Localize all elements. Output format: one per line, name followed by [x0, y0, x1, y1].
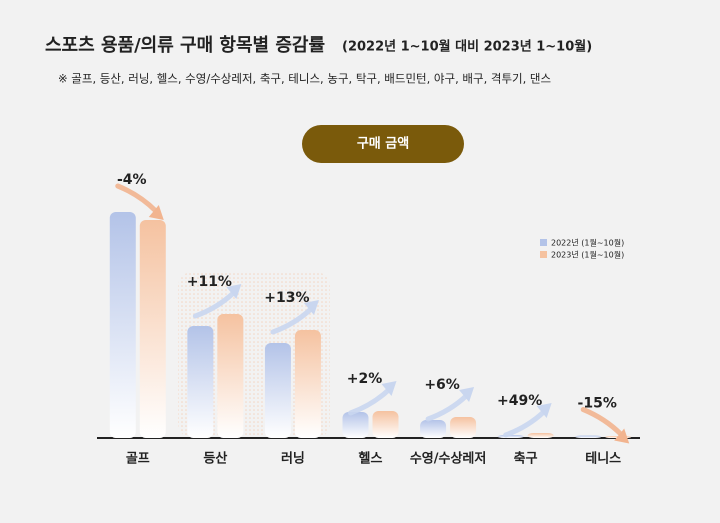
- change-arrow: [580, 407, 624, 437]
- bar: [187, 326, 214, 438]
- x-tick-label: 축구: [514, 451, 538, 467]
- button-bg: [302, 125, 464, 163]
- x-tick-label: 헬스: [359, 451, 383, 467]
- chart-title: 스포츠 용품/의류 구매 항목별 증감률: [45, 35, 325, 56]
- change-label: +2%: [347, 371, 383, 387]
- bar: [217, 314, 244, 438]
- change-label: +11%: [187, 274, 232, 290]
- change-label: +13%: [264, 290, 309, 306]
- legend-label: 2023년 (1월~10월): [551, 250, 624, 260]
- bar: [109, 212, 136, 438]
- x-tick-label: 등산: [203, 451, 227, 467]
- highlight-box: [178, 272, 330, 438]
- bar: [527, 433, 554, 438]
- change-arrow: [503, 409, 547, 438]
- change-arrow: [425, 393, 469, 422]
- arrow-head: [614, 428, 630, 444]
- x-tick-label: 러닝: [281, 451, 305, 467]
- change-label: +49%: [497, 393, 542, 409]
- note: ※ 골프, 등산, 러닝, 헬스, 수영/수상레저, 축구, 테니스, 농구, …: [58, 72, 551, 86]
- button-label: 구매 금액: [357, 137, 409, 152]
- change-label: -4%: [117, 172, 147, 188]
- change-arrow: [192, 290, 236, 319]
- bar: [450, 417, 477, 438]
- change-label: -15%: [578, 396, 617, 412]
- arrow-head: [303, 300, 319, 315]
- arrow-head: [148, 205, 164, 220]
- x-tick-label: 테니스: [585, 452, 621, 467]
- arrow-head: [459, 387, 475, 402]
- chart-subtitle: (2022년 1~10월 대비 2023년 1~10월): [342, 39, 592, 55]
- change-label: +6%: [424, 377, 460, 393]
- legend-swatch: [540, 251, 547, 258]
- arrow-head: [536, 403, 552, 418]
- bar: [294, 330, 321, 438]
- bar: [139, 220, 166, 438]
- change-arrow: [348, 387, 391, 416]
- bar: [264, 343, 291, 438]
- x-tick-label: 골프: [126, 452, 150, 467]
- change-arrow: [115, 183, 159, 214]
- bar: [342, 412, 369, 438]
- x-tick-label: 수영/수상레저: [410, 452, 487, 467]
- bar: [575, 435, 602, 438]
- bar: [372, 411, 399, 438]
- arrow-head: [381, 381, 397, 396]
- change-arrow: [270, 306, 314, 335]
- legend-label: 2022년 (1월~10월): [551, 238, 624, 248]
- arrow-head: [226, 284, 242, 299]
- legend-swatch: [540, 239, 547, 246]
- bar: [420, 420, 447, 438]
